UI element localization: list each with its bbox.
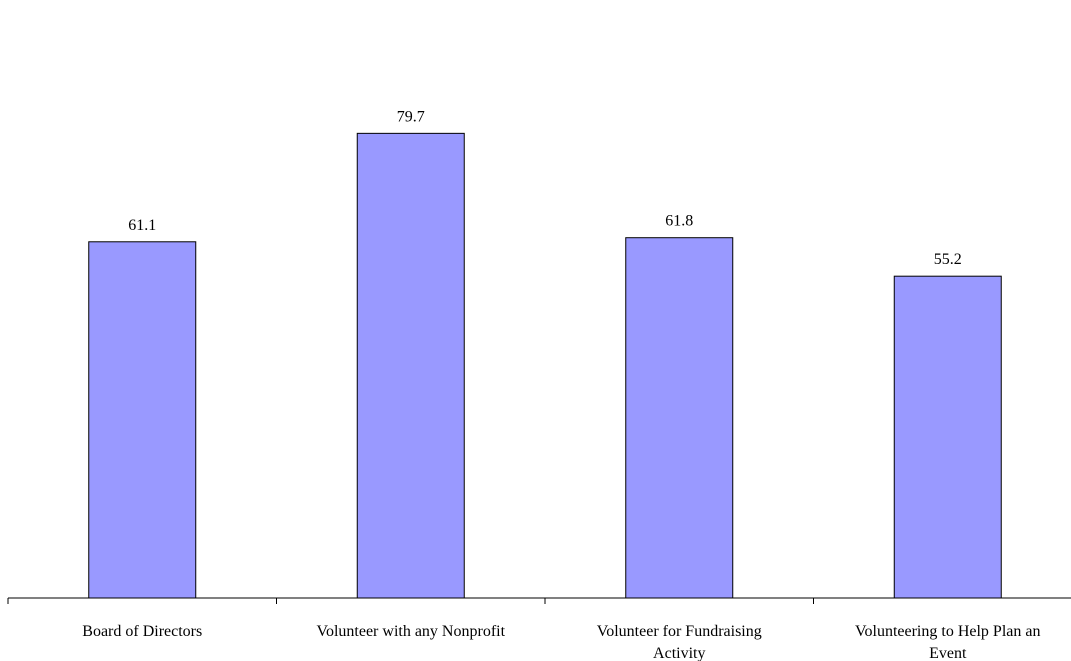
category-tick-label: Activity: [653, 645, 705, 661]
bar: [88, 241, 197, 599]
category-tick-label: Volunteer for Fundraising: [597, 623, 762, 640]
bar: [893, 275, 1002, 599]
value-labels-group: 61.1 79.7 61.8 55.2: [128, 108, 962, 268]
data-label: 79.7: [397, 108, 425, 125]
category-tick-label: Volunteer with any Nonprofit: [316, 623, 505, 640]
bar: [356, 132, 465, 599]
bar: [625, 237, 734, 599]
data-label: 55.2: [934, 251, 962, 268]
category-tick-label: Board of Directors: [82, 623, 202, 640]
category-tick-label: Volunteering to Help Plan an: [855, 623, 1040, 640]
category-tick-label: Event: [929, 645, 967, 661]
bars-group: [88, 132, 1002, 599]
category-labels-group: Board of Directors Volunteer with any Non…: [82, 623, 1040, 661]
data-label: 61.8: [665, 213, 693, 230]
x-axis-ticks: [7, 598, 814, 604]
data-label: 61.1: [128, 217, 156, 234]
